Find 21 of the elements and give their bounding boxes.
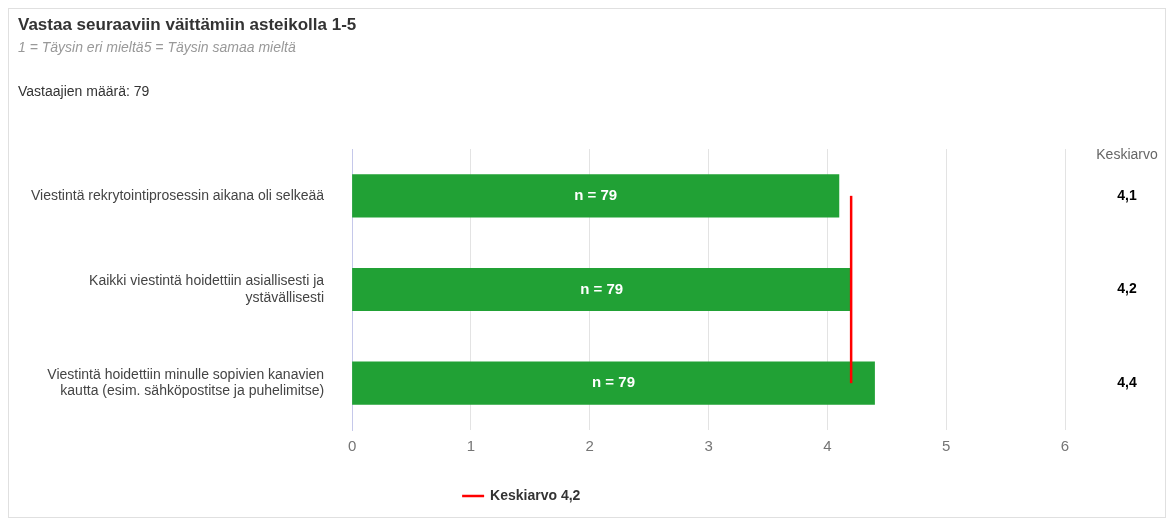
y-tick-label: Viestintä hoidettiin minulle sopivien kanavien kautta (esim. sähköpostitse ja puhelimitse) <box>47 365 325 399</box>
x-tick-label: 0 <box>347 437 357 455</box>
x-tick-label: 6 <box>1060 437 1070 455</box>
text: Vastaajien määrä: 79 <box>18 83 150 99</box>
y-tick-label: Kaikki viestintä hoidettiin asiallisesti ja ystävällisesti <box>89 271 325 305</box>
text: Vastaa seuraaviin väittämiin asteikolla 1-5 <box>18 15 357 35</box>
annotation: n = 79 <box>574 185 618 203</box>
annotation: n = 79 <box>592 373 635 391</box>
x-tick-label: 1 <box>466 437 476 455</box>
x-tick-label: 3 <box>704 437 713 455</box>
text: Keskiarvo <box>1096 145 1158 162</box>
x-tick-label: 4 <box>823 437 832 455</box>
data-label: 4,1 <box>1117 186 1137 203</box>
y-tick-label: Viestintä rekrytointiprosessin aikana oli selkeää <box>30 186 325 203</box>
data-label: 4,2 <box>1117 280 1137 297</box>
annotation: n = 79 <box>580 279 624 297</box>
x-tick-label: 5 <box>942 437 951 455</box>
legend-label: Keskiarvo 4,2 <box>490 486 581 503</box>
data-label: 4,4 <box>1117 374 1137 391</box>
text: 1 = Täysin eri mieltä5 = Täysin samaa mieltä <box>18 39 296 55</box>
x-tick-label: 2 <box>585 437 594 455</box>
